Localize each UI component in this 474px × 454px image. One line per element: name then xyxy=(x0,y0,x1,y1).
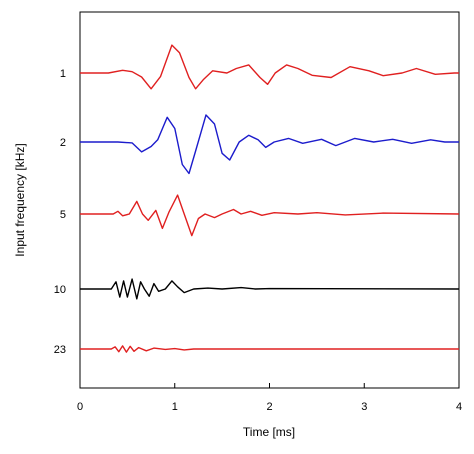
y-tick-label-2: 2 xyxy=(60,137,66,149)
y-tick-labels: 1 2 5 10 23 xyxy=(54,68,66,356)
plot-frame xyxy=(79,11,460,389)
y-tick-label-5: 5 xyxy=(60,209,66,221)
x-tick-label-2: 2 xyxy=(266,401,272,413)
series-line-5 xyxy=(80,194,460,237)
x-axis-title: Time [ms] xyxy=(243,425,295,439)
y-tick-label-10: 10 xyxy=(54,284,66,296)
x-tick-label-4: 4 xyxy=(456,401,462,413)
x-tick-label-3: 3 xyxy=(361,401,367,413)
x-tick-label-1: 1 xyxy=(172,401,178,413)
y-axis-title: Input frequency [kHz] xyxy=(13,143,27,256)
x-axis: 0 1 2 3 4 xyxy=(77,383,462,413)
y-tick-label-23: 23 xyxy=(54,344,66,356)
series-line-10 xyxy=(80,278,460,300)
series-layer xyxy=(80,44,460,353)
y-tick-label-1: 1 xyxy=(60,68,66,80)
x-tick-label-0: 0 xyxy=(77,401,83,413)
series-line-1 xyxy=(80,44,459,90)
series-line-2 xyxy=(80,114,459,175)
series-line-23 xyxy=(80,345,459,353)
